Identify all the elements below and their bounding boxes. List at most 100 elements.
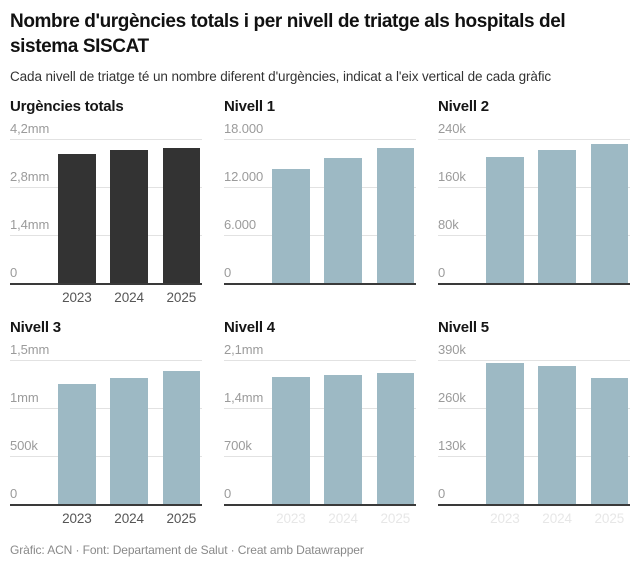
chart-plot: 0 80k 160k 240k: [438, 122, 630, 286]
page-subtitle: Cada nivell de triatge té un nombre dife…: [10, 69, 552, 85]
chart-plot: 0 500k 1mm 1,5mm: [10, 343, 202, 507]
y-tick-label: 0: [224, 265, 232, 281]
y-gridline: [10, 360, 202, 362]
y-tick-label: 1mm: [10, 390, 39, 406]
y-tick-label: 2,1mm: [224, 342, 264, 358]
y-tick-label: 0: [438, 486, 446, 502]
y-gridline: [224, 139, 416, 141]
bar-2023[interactable]: [486, 363, 524, 505]
chart-plot: 0 700k 1,4mm 2,1mm: [224, 343, 416, 507]
y-gridline: [438, 139, 630, 141]
y-tick-label: 0: [10, 486, 18, 502]
chart-plot: 0 130k 260k 390k: [438, 343, 630, 507]
bar-2024[interactable]: [110, 377, 148, 505]
bar-2023[interactable]: [486, 156, 524, 284]
page-title: Nombre d'urgències totals i per nivell d…: [10, 11, 566, 57]
x-axis-label-2024: 2024: [328, 511, 358, 527]
y-tick-label: 390k: [438, 342, 466, 358]
y-gridline: [224, 456, 416, 458]
y-tick-label: 160k: [438, 169, 466, 185]
y-tick-label: 1,4mm: [224, 390, 264, 406]
chart-x-axis-labels: [224, 285, 416, 307]
y-tick-label: 0: [438, 265, 446, 281]
x-axis-label-2024: 2024: [542, 511, 572, 527]
y-gridline: [438, 456, 630, 458]
y-gridline: [10, 187, 202, 189]
bar-2025[interactable]: [590, 378, 629, 505]
y-tick-label: 1,4mm: [10, 217, 50, 233]
y-tick-label: 80k: [438, 217, 459, 233]
y-tick-label: 0: [224, 486, 232, 502]
charts-grid: Urgències totals 0 1,4mm 2,8mm 4,2mm 2023 20…: [10, 98, 630, 528]
y-gridline: [438, 408, 630, 410]
y-tick-label: 18.000: [224, 121, 264, 137]
chart-x-axis-labels: [438, 285, 630, 307]
chart-urgencies-totals: Urgències totals 0 1,4mm 2,8mm 4,2mm 2023 20…: [10, 98, 202, 307]
bar-2023[interactable]: [272, 376, 310, 505]
bar-2023[interactable]: [58, 154, 96, 284]
y-gridline: [224, 408, 416, 410]
chart-title: Nivell 3: [10, 319, 61, 337]
y-tick-label: 700k: [224, 438, 252, 454]
y-tick-label: 4,2mm: [10, 121, 50, 137]
y-gridline: [10, 235, 202, 237]
x-axis-label-2023: 2023: [276, 511, 306, 527]
y-tick-label: 12.000: [224, 169, 264, 185]
x-axis-label-2025: 2025: [166, 511, 197, 527]
y-tick-label: 0: [10, 265, 18, 281]
bar-2025[interactable]: [376, 148, 415, 284]
chart-plot: 0 6.000 12.000 18.000: [224, 122, 416, 286]
chart-title: Urgències totals: [10, 98, 124, 116]
bar-2024[interactable]: [324, 375, 362, 505]
chart-title: Nivell 5: [438, 319, 489, 337]
y-gridline: [10, 139, 202, 141]
x-axis-label-2025: 2025: [594, 511, 625, 527]
chart-x-axis-labels: 2023 2024 2025: [10, 506, 202, 528]
bar-2024[interactable]: [110, 150, 148, 284]
y-gridline: [224, 360, 416, 362]
y-tick-label: 1,5mm: [10, 342, 50, 358]
chart-x-axis-labels: 2023 2024 2025: [224, 506, 416, 528]
y-tick-label: 130k: [438, 438, 466, 454]
chart-title: Nivell 4: [224, 319, 275, 337]
y-tick-label: 260k: [438, 390, 466, 406]
chart-title: Nivell 1: [224, 98, 275, 116]
y-gridline: [224, 235, 416, 237]
bar-2025[interactable]: [162, 370, 201, 505]
y-gridline: [10, 456, 202, 458]
chart-plot: 0 1,4mm 2,8mm 4,2mm: [10, 122, 202, 286]
y-gridline: [10, 408, 202, 410]
y-tick-label: 6.000: [224, 217, 257, 233]
chart-title: Nivell 2: [438, 98, 489, 116]
bar-2024[interactable]: [324, 157, 362, 284]
x-axis-label-2023: 2023: [62, 511, 92, 527]
y-gridline: [438, 360, 630, 362]
chart-nivell-4: Nivell 4 0 700k 1,4mm 2,1mm 2023 2024 2025: [224, 319, 416, 528]
y-gridline: [224, 187, 416, 189]
chart-x-axis-labels: 2023 2024 2025: [10, 285, 202, 307]
bar-2024[interactable]: [538, 366, 576, 505]
x-axis-label-2025: 2025: [380, 511, 411, 527]
y-gridline: [438, 187, 630, 189]
chart-x-axis-labels: 2023 2024 2025: [438, 506, 630, 528]
bar-2024[interactable]: [538, 150, 576, 284]
y-tick-label: 240k: [438, 121, 466, 137]
x-axis-label-2023: 2023: [490, 511, 520, 527]
chart-nivell-5: Nivell 5 0 130k 260k 390k 2023 2024 2025: [438, 319, 630, 528]
chart-nivell-2: Nivell 2 0 80k 160k 240k: [438, 98, 630, 307]
attribution-line: Gràfic: ACN · Font: Departament de Salut…: [10, 543, 364, 558]
x-axis-label-2025: 2025: [166, 290, 197, 306]
bar-2025[interactable]: [162, 147, 201, 284]
x-axis-label-2023: 2023: [62, 290, 92, 306]
x-axis-label-2024: 2024: [114, 290, 144, 306]
bar-2025[interactable]: [376, 372, 415, 505]
bar-2025[interactable]: [590, 144, 629, 284]
y-tick-label: 500k: [10, 438, 38, 454]
y-tick-label: 2,8mm: [10, 169, 50, 185]
bar-2023[interactable]: [272, 168, 310, 284]
y-gridline: [438, 235, 630, 237]
chart-nivell-3: Nivell 3 0 500k 1mm 1,5mm 2023 2024 2025: [10, 319, 202, 528]
x-axis-label-2024: 2024: [114, 511, 144, 527]
bar-2023[interactable]: [58, 384, 96, 505]
